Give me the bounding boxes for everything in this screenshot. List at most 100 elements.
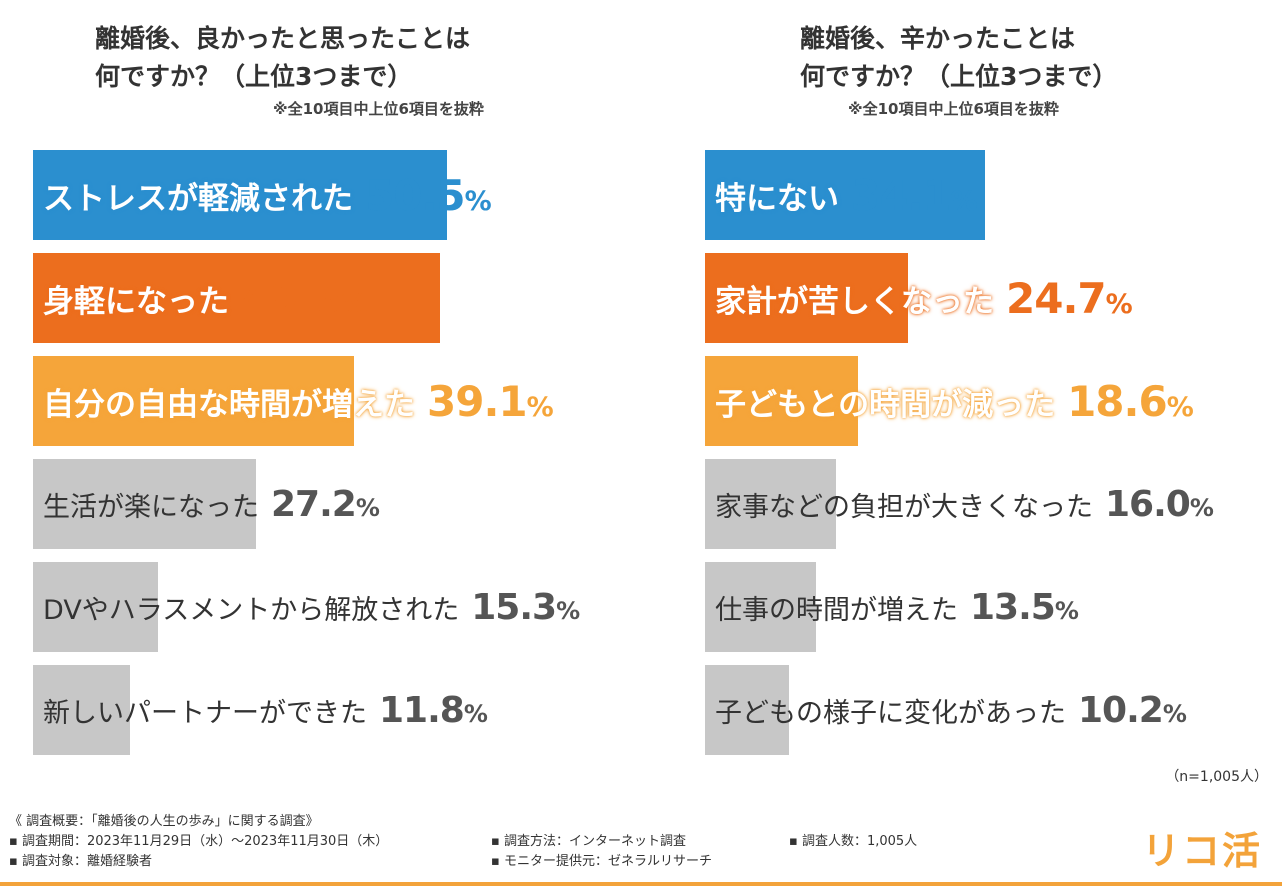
right-bar-text: 家事などの負担が大きくなった 16.0% bbox=[715, 459, 1214, 549]
left-bar-text: 自分の自由な時間が増えた 39.1% bbox=[43, 356, 554, 446]
left-bar-text: DVやハラスメントから解放された 15.3% bbox=[43, 562, 580, 652]
left-bar bbox=[33, 665, 130, 755]
left-bar-value-unit: % bbox=[355, 493, 380, 522]
chart-right-title: 離婚後、辛かったことは 何ですか？（上位3つまで） bbox=[800, 20, 1117, 96]
chart-left-title-line1: 離婚後、良かったと思ったことは bbox=[95, 24, 471, 53]
left-bar bbox=[33, 150, 448, 240]
brand-logo: リコ活 bbox=[1141, 829, 1262, 873]
right-bar-value-number: 13.5 bbox=[970, 586, 1056, 628]
chart-right-subtitle: ※全10項目中上位6項目を抜粋 bbox=[848, 100, 1059, 118]
bottom-accent-line bbox=[0, 882, 1282, 886]
footer-period: ▪ 調査期間：2023年11月29日（水）～2023年11月30日（木） bbox=[9, 834, 389, 849]
left-bar-value-number: 50.5 bbox=[365, 170, 466, 220]
left-bar-value: 49.6% bbox=[241, 273, 368, 323]
right-bar bbox=[705, 253, 908, 343]
right-bar-value-number: 10.2 bbox=[1078, 689, 1164, 731]
chart-right: 離婚後、辛かったことは 何ですか？（上位3つまで） ※全10項目中上位6項目を抜… bbox=[705, 0, 1282, 780]
right-bar-value: 18.6% bbox=[1067, 376, 1194, 426]
right-bar-text: 特にない 34.1% bbox=[715, 150, 978, 240]
left-bar-value-number: 49.6 bbox=[241, 273, 342, 323]
left-bar-label: 新しいパートナーができた bbox=[43, 697, 367, 729]
right-bar-value: 16.0% bbox=[1105, 483, 1214, 525]
left-bar-label: 自分の自由な時間が増えた bbox=[43, 386, 415, 423]
left-bar-value-unit: % bbox=[340, 288, 368, 320]
left-bar-value-number: 15.3 bbox=[471, 586, 557, 628]
left-bar-value-number: 27.2 bbox=[271, 483, 357, 525]
right-bar-row: 子どもの様子に変化があった 10.2% bbox=[705, 665, 1282, 755]
right-bar-value-number: 34.1 bbox=[851, 170, 952, 220]
left-bar-value-unit: % bbox=[463, 699, 488, 728]
left-bar bbox=[33, 459, 257, 549]
right-bar-value-number: 18.6 bbox=[1067, 376, 1168, 426]
chart-right-title-line2: 何ですか？（上位3つまで） bbox=[800, 62, 1118, 91]
left-bar-text: ストレスが軽減された 50.5% bbox=[43, 150, 492, 240]
left-bar-value-unit: % bbox=[556, 596, 580, 625]
right-bar bbox=[705, 665, 789, 755]
left-bar bbox=[33, 253, 440, 343]
left-bar-label: DVやハラスメントから解放された bbox=[43, 594, 460, 626]
right-bar-label: 子どもとの時間が減った bbox=[715, 386, 1056, 423]
right-bar-value-unit: % bbox=[1054, 596, 1079, 625]
right-bar-label: 子どもの様子に変化があった bbox=[715, 697, 1066, 729]
sample-size-note: （n=1,005人） bbox=[1165, 769, 1268, 785]
left-bar-label: ストレスが軽減された bbox=[43, 180, 353, 217]
right-bar-row: 特にない 34.1% bbox=[705, 150, 1282, 240]
left-bar-row: 生活が楽になった 27.2% bbox=[33, 459, 633, 549]
right-bar-text: 家計が苦しくなった 24.7% bbox=[715, 253, 1133, 343]
left-bar-row: 新しいパートナーができた 11.8% bbox=[33, 665, 633, 755]
left-bar-value: 50.5% bbox=[365, 170, 492, 220]
right-bar-row: 子どもとの時間が減った 18.6% bbox=[705, 356, 1282, 446]
left-bar-label: 身軽になった bbox=[43, 283, 229, 320]
right-bar-value-number: 24.7 bbox=[1006, 273, 1107, 323]
chart-right-title-line1: 離婚後、辛かったことは bbox=[800, 24, 1076, 53]
footer-heading: 《 調査概要：「離婚後の人生の歩み」に関する調査》 bbox=[9, 814, 319, 829]
right-bar-label: 仕事の時間が増えた bbox=[715, 594, 958, 626]
right-bar bbox=[705, 150, 985, 240]
right-bar-text: 子どもの様子に変化があった 10.2% bbox=[715, 665, 1187, 755]
left-bar bbox=[33, 356, 354, 446]
left-bar-value-number: 39.1 bbox=[427, 376, 528, 426]
chart-left-title-line2: 何ですか？（上位3つまで） bbox=[95, 62, 413, 91]
right-bar bbox=[705, 562, 816, 652]
right-bar-value-unit: % bbox=[1105, 288, 1133, 320]
right-bar-label: 家計が苦しくなった bbox=[715, 283, 994, 320]
left-bar-value-unit: % bbox=[526, 391, 554, 423]
chart-right-bars: 特にない 34.1% 家計が苦しくなった 24.7% 子どもとの時間が減った 18.6% 家… bbox=[705, 0, 1282, 780]
left-bar-row: ストレスが軽減された 50.5% bbox=[33, 150, 633, 240]
left-bar-row: 身軽になった 49.6% bbox=[33, 253, 633, 343]
right-bar-value: 13.5% bbox=[970, 586, 1079, 628]
right-bar-value: 24.7% bbox=[1006, 273, 1133, 323]
right-bar-value: 10.2% bbox=[1078, 689, 1187, 731]
right-bar-row: 仕事の時間が増えた 13.5% bbox=[705, 562, 1282, 652]
left-bar-value: 39.1% bbox=[427, 376, 554, 426]
right-bar-value-unit: % bbox=[1162, 699, 1187, 728]
left-bar-value-number: 11.8 bbox=[379, 689, 465, 731]
right-bar bbox=[705, 459, 837, 549]
left-bar-value: 15.3% bbox=[471, 586, 580, 628]
left-bar-text: 新しいパートナーができた 11.8% bbox=[43, 665, 488, 755]
left-bar-value: 11.8% bbox=[379, 689, 488, 731]
chart-left-title: 離婚後、良かったと思ったことは 何ですか？（上位3つまで） bbox=[95, 20, 470, 96]
right-bar-value-unit: % bbox=[950, 185, 978, 217]
right-bar-row: 家計が苦しくなった 24.7% bbox=[705, 253, 1282, 343]
left-bar bbox=[33, 562, 159, 652]
right-bar-value: 34.1% bbox=[851, 170, 978, 220]
left-bar-label: 生活が楽になった bbox=[43, 491, 259, 523]
right-bar-value-unit: % bbox=[1166, 391, 1194, 423]
right-bar-value-number: 16.0 bbox=[1105, 483, 1191, 525]
left-bar-row: 自分の自由な時間が増えた 39.1% bbox=[33, 356, 633, 446]
left-bar-row: DVやハラスメントから解放された 15.3% bbox=[33, 562, 633, 652]
footer-provider: ▪ モニター提供元：ゼネラルリサーチ bbox=[491, 854, 712, 869]
left-bar-value: 27.2% bbox=[271, 483, 380, 525]
chart-left-subtitle: ※全10項目中上位6項目を抜粋 bbox=[273, 100, 484, 118]
left-bar-text: 身軽になった 49.6% bbox=[43, 253, 368, 343]
right-bar-label: 特にない bbox=[715, 180, 839, 217]
left-bar-value-unit: % bbox=[464, 185, 492, 217]
chart-left-bars: ストレスが軽減された 50.5% 身軽になった 49.6% 自分の自由な時間が増えた 39… bbox=[33, 0, 633, 780]
chart-left: 離婚後、良かったと思ったことは 何ですか？（上位3つまで） ※全10項目中上位6… bbox=[33, 0, 633, 780]
footer-target: ▪ 調査対象：離婚経験者 bbox=[9, 854, 152, 869]
footer-method: ▪ 調査方法：インターネット調査 bbox=[491, 834, 686, 849]
right-bar-text: 子どもとの時間が減った 18.6% bbox=[715, 356, 1194, 446]
left-bar-text: 生活が楽になった 27.2% bbox=[43, 459, 380, 549]
right-bar-value-unit: % bbox=[1189, 493, 1214, 522]
